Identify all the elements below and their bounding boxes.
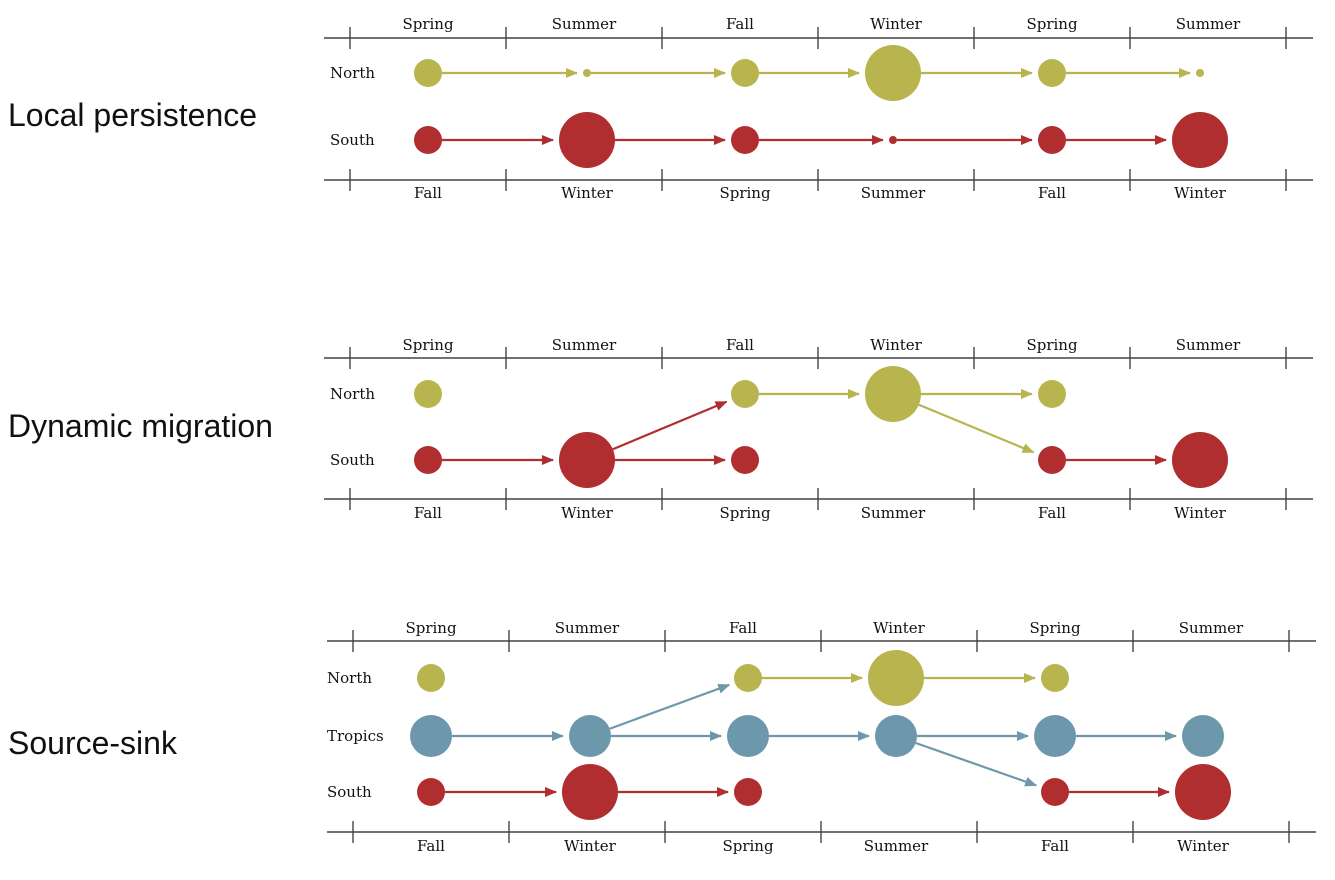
panel-dynamic-migration: Dynamic migration Spring Summer Fall Winter S… (8, 336, 1313, 522)
top-season-label: Fall (729, 619, 757, 637)
bottom-season-label: Summer (861, 184, 926, 202)
bottom-season-label: Winter (564, 837, 617, 855)
top-season-label: Spring (1026, 336, 1078, 354)
bottom-season-label: Spring (719, 504, 771, 522)
top-season-label: Summer (552, 15, 617, 33)
population-node-south (1041, 778, 1069, 806)
population-node-south (417, 778, 445, 806)
bottom-season-label: Winter (1174, 504, 1227, 522)
population-node-tropics (727, 715, 769, 757)
bottom-season-label: Fall (1041, 837, 1069, 855)
population-node-south (1172, 432, 1228, 488)
top-season-label: Summer (555, 619, 620, 637)
transition-arrow-south-to-north (612, 400, 728, 451)
transition-arrow-tropics-to-north (609, 683, 731, 730)
population-node-north (731, 380, 759, 408)
population-node-north (1038, 380, 1066, 408)
population-node-south (1038, 446, 1066, 474)
population-node-tropics (1182, 715, 1224, 757)
row-label-south: South (330, 131, 375, 149)
panel-local-persistence: Local persistence Spring Summer Fall Winter S… (8, 15, 1313, 202)
population-node-south (414, 126, 442, 154)
panel-title: Source-sink (8, 725, 178, 761)
top-season-label: Summer (552, 336, 617, 354)
top-season-label: Winter (873, 619, 926, 637)
row-label-north: North (330, 385, 375, 403)
population-node-north (1041, 664, 1069, 692)
top-season-label: Summer (1179, 619, 1244, 637)
population-node-north (414, 59, 442, 87)
top-season-label: Fall (726, 336, 754, 354)
transition-arrow-north-to-south (918, 403, 1035, 454)
population-node-north (731, 59, 759, 87)
top-season-label: Spring (402, 15, 454, 33)
top-season-label: Summer (1176, 15, 1241, 33)
top-season-label: Spring (1026, 15, 1078, 33)
top-season-label: Spring (405, 619, 457, 637)
top-season-label: Fall (726, 15, 754, 33)
population-node-north (414, 380, 442, 408)
row-label-north: North (327, 669, 372, 687)
row-label-south: South (327, 783, 372, 801)
population-node-south (559, 432, 615, 488)
population-node-tropics (1034, 715, 1076, 757)
population-node-south (1038, 126, 1066, 154)
row-label-tropics: Tropics (327, 727, 384, 745)
population-node-south (414, 446, 442, 474)
bottom-season-label: Winter (561, 184, 614, 202)
bottom-season-label: Summer (861, 504, 926, 522)
population-node-south (1175, 764, 1231, 820)
bottom-season-label: Fall (414, 504, 442, 522)
population-node-tropics (875, 715, 917, 757)
bottom-season-label: Winter (1177, 837, 1230, 855)
bottom-season-label: Spring (719, 184, 771, 202)
population-node-south (559, 112, 615, 168)
top-season-label: Winter (870, 336, 923, 354)
row-label-south: South (330, 451, 375, 469)
population-node-south (562, 764, 618, 820)
bottom-season-label: Fall (414, 184, 442, 202)
population-node-north (868, 650, 924, 706)
population-node-south (889, 136, 897, 144)
population-node-north (583, 69, 591, 77)
panel-source-sink: Source-sink Spring Summer Fall Winter Spring S… (8, 619, 1316, 855)
bottom-season-label: Summer (864, 837, 929, 855)
population-node-south (734, 778, 762, 806)
population-node-tropics (410, 715, 452, 757)
population-node-south (731, 126, 759, 154)
bottom-season-label: Fall (417, 837, 445, 855)
top-season-label: Spring (1029, 619, 1081, 637)
row-label-north: North (330, 64, 375, 82)
top-season-label: Summer (1176, 336, 1241, 354)
transition-arrow-tropics-to-south (915, 741, 1038, 787)
bottom-season-label: Winter (1174, 184, 1227, 202)
bottom-season-label: Fall (1038, 504, 1066, 522)
bottom-season-label: Fall (1038, 184, 1066, 202)
population-node-south (1172, 112, 1228, 168)
panel-title: Dynamic migration (8, 408, 273, 444)
population-node-north (734, 664, 762, 692)
population-node-south (731, 446, 759, 474)
top-season-label: Spring (402, 336, 454, 354)
population-node-north (865, 45, 921, 101)
bottom-season-label: Winter (561, 504, 614, 522)
panel-title: Local persistence (8, 97, 257, 133)
bottom-season-label: Spring (722, 837, 774, 855)
population-node-north (865, 366, 921, 422)
population-node-north (417, 664, 445, 692)
population-node-tropics (569, 715, 611, 757)
population-node-north (1038, 59, 1066, 87)
top-season-label: Winter (870, 15, 923, 33)
population-node-north (1196, 69, 1204, 77)
